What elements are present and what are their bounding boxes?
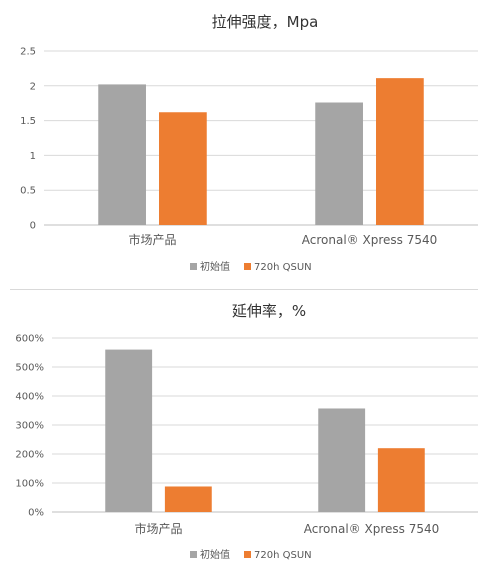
bar-elongation-qsun-0	[164, 486, 212, 512]
category-label: Acronal® Xpress 7540	[304, 522, 439, 536]
legend-swatch-qsun	[244, 551, 251, 558]
y-tick-label: 0%	[28, 508, 44, 519]
chart-title: 拉伸强度，Mpa	[212, 13, 319, 31]
bar-elongation-qsun-1	[377, 448, 425, 512]
chart-title: 延伸率，%	[232, 302, 306, 320]
y-tick-label: 0	[30, 221, 36, 232]
bar-elongation-initial-0	[105, 349, 153, 512]
bar-strength-initial-0	[98, 84, 146, 226]
y-tick-label: 300%	[15, 421, 44, 432]
elongation-chart-svg: 延伸率，% 0% 100% 200% 300% 400% 500% 600% 市场产品 Acron…	[15, 302, 478, 561]
legend-label-initial: 初始值	[200, 548, 230, 561]
y-tick-label: 1	[30, 151, 36, 162]
bar-strength-qsun-0	[159, 112, 207, 225]
legend-swatch-initial	[190, 551, 197, 558]
y-tick-label: 1.5	[20, 116, 36, 127]
bar-strength-qsun-1	[376, 78, 424, 225]
legend-label-qsun: 720h QSUN	[254, 550, 312, 561]
chart-divider	[10, 289, 478, 290]
y-tick-label: 0.5	[20, 186, 36, 197]
legend-swatch-initial	[190, 263, 197, 270]
y-tick-label: 200%	[15, 450, 44, 461]
y-tick-label: 400%	[15, 392, 44, 403]
y-tick-label: 2	[30, 81, 36, 92]
tensile-strength-chart: 拉伸强度，Mpa 0 0.5 1 1.5 2 2.5 市场产品 Acronal® Xpress …	[0, 0, 498, 288]
y-tick-label: 100%	[15, 479, 44, 490]
legend-label-initial: 初始值	[200, 260, 230, 273]
y-tick-label: 500%	[15, 363, 44, 374]
elongation-chart: 延伸率，% 0% 100% 200% 300% 400% 500% 600% 市场产品 Acron…	[0, 292, 498, 578]
legend-label-qsun: 720h QSUN	[254, 262, 312, 273]
tensile-strength-chart-svg: 拉伸强度，Mpa 0 0.5 1 1.5 2 2.5 市场产品 Acronal® Xpress …	[20, 13, 478, 273]
y-tick-label: 600%	[15, 334, 44, 345]
category-label: 市场产品	[134, 521, 182, 536]
category-label: Acronal® Xpress 7540	[302, 233, 437, 247]
bar-elongation-initial-1	[318, 408, 366, 512]
legend-swatch-qsun	[244, 263, 251, 270]
y-tick-label: 2.5	[20, 47, 36, 58]
bar-strength-initial-1	[315, 102, 363, 225]
category-label: 市场产品	[128, 232, 176, 247]
